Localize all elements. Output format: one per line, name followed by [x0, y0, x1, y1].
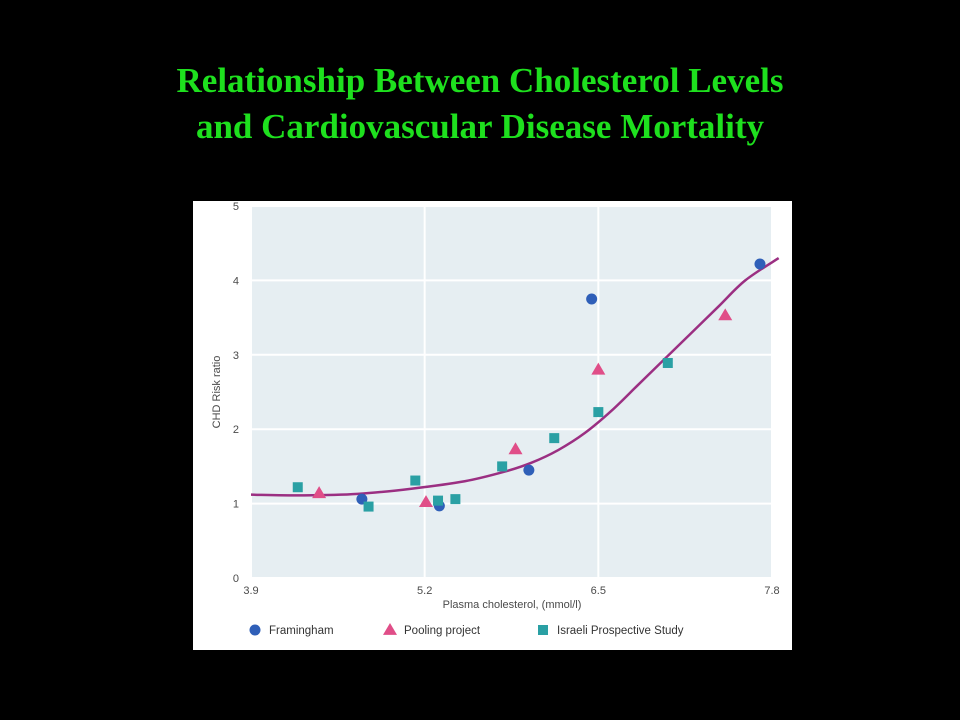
- point-framingham: [586, 293, 598, 305]
- legend-marker-israeli-prospective-study: [538, 625, 548, 635]
- point-israeli-prospective-study: [662, 357, 673, 368]
- x-tick-label: 3.9: [243, 585, 258, 597]
- point-framingham: [523, 464, 535, 476]
- x-axis-label: Plasma cholesterol, (mmol/l): [443, 599, 582, 611]
- point-pooling-project: [591, 362, 606, 375]
- point-israeli-prospective-study: [549, 433, 560, 444]
- plot-area: [251, 206, 772, 578]
- legend-marker-pooling-project: [383, 623, 397, 635]
- point-pooling-project: [718, 308, 733, 321]
- point-israeli-prospective-study: [292, 482, 303, 493]
- point-israeli-prospective-study: [433, 495, 444, 506]
- trend-line: [250, 257, 780, 497]
- axes: CHD Risk ratio Plasma cholesterol, (mmol…: [211, 201, 780, 611]
- scatter-chart: CHD Risk ratio Plasma cholesterol, (mmol…: [211, 201, 780, 637]
- y-tick-label: 4: [233, 275, 239, 287]
- slide-title: Relationship Between Cholesterol Levels …: [0, 58, 960, 150]
- y-tick-label: 3: [233, 350, 239, 362]
- trend-curve: [250, 257, 780, 497]
- point-israeli-prospective-study: [410, 475, 421, 486]
- y-tick-label: 1: [233, 499, 239, 511]
- point-israeli-prospective-study: [450, 494, 461, 505]
- y-tick-label: 5: [233, 201, 239, 213]
- point-pooling-project: [419, 495, 434, 508]
- point-israeli-prospective-study: [593, 407, 604, 418]
- legend-label-israeli-prospective-study: Israeli Prospective Study: [557, 625, 684, 637]
- point-israeli-prospective-study: [363, 501, 374, 512]
- x-tick-label: 7.8: [764, 585, 779, 597]
- point-pooling-project: [508, 442, 523, 455]
- legend: Framingham Pooling project Israeli Prospec…: [249, 623, 684, 637]
- point-framingham: [754, 258, 766, 270]
- data-markers: [292, 258, 766, 512]
- point-israeli-prospective-study: [497, 461, 508, 472]
- x-tick-label: 5.2: [417, 585, 432, 597]
- slide-title-line-1: Relationship Between Cholesterol Levels: [176, 61, 784, 100]
- legend-marker-framingham: [249, 624, 261, 636]
- chart-figure: CHD Risk ratio Plasma cholesterol, (mmol…: [193, 201, 792, 650]
- slide-title-line-2: and Cardiovascular Disease Mortality: [195, 107, 765, 146]
- legend-label-pooling-project: Pooling project: [404, 625, 481, 637]
- x-tick-label: 6.5: [591, 585, 606, 597]
- y-axis-label: CHD Risk ratio: [211, 356, 223, 429]
- legend-label-framingham: Framingham: [269, 625, 334, 637]
- grid: [250, 205, 773, 579]
- y-tick-label: 2: [233, 424, 239, 436]
- y-tick-label: 0: [233, 573, 239, 585]
- point-pooling-project: [312, 486, 327, 499]
